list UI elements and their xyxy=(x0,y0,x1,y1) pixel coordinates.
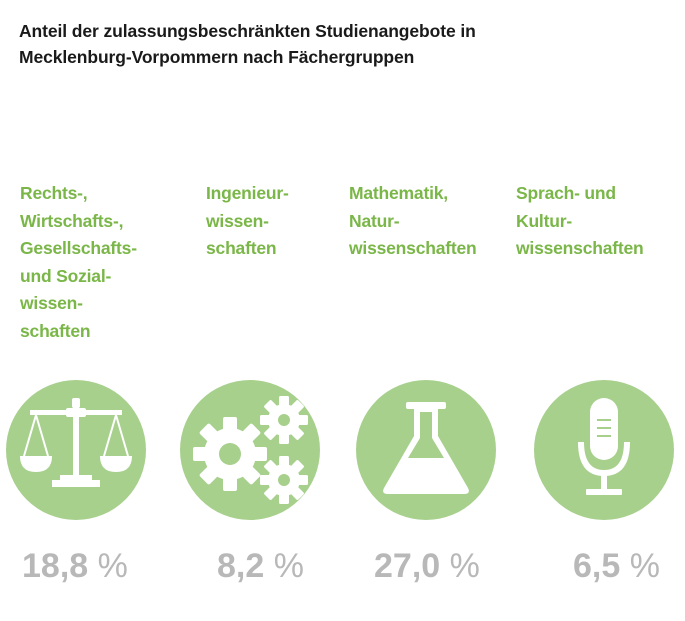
value-label: 8,2 % xyxy=(217,546,304,586)
value-label: 6,5 % xyxy=(573,546,660,586)
flask-icon xyxy=(383,402,469,494)
category-label-line: wissenschaften xyxy=(349,238,477,258)
value-label: 27,0 % xyxy=(374,546,480,586)
value-label: 18,8 % xyxy=(22,546,128,586)
category-label-line: schaften xyxy=(206,238,277,258)
category-label: Rechts-, Wirtschafts-, Gesellschafts- un… xyxy=(20,180,137,345)
icon-circle xyxy=(6,380,146,520)
chart-title: Anteil der zulassungsbeschränkten Studie… xyxy=(19,18,659,70)
value-unit: % xyxy=(97,547,128,585)
chart-title-line-2: Mecklenburg-Vorpommern nach Fächergruppe… xyxy=(19,47,415,67)
value-number: 27,0 xyxy=(374,547,441,585)
category-label-line: Gesellschafts- xyxy=(20,238,137,258)
category-label-line: Sprach- und xyxy=(516,183,616,203)
value-number: 8,2 xyxy=(217,547,265,585)
icon-circle xyxy=(534,380,674,520)
gears-icon xyxy=(193,396,308,504)
value-number: 18,8 xyxy=(22,547,89,585)
chart-title-line-1: Anteil der zulassungsbeschränkten Studie… xyxy=(19,21,476,41)
category-label: Ingenieur- wissen- schaften xyxy=(206,180,289,263)
icon-circle xyxy=(356,380,496,520)
category-label-line: schaften xyxy=(20,320,91,341)
category-label-line: Kultur- xyxy=(516,210,572,231)
category-label: Mathematik, Natur- wissenschaften xyxy=(349,180,477,263)
value-unit: % xyxy=(629,547,660,585)
category-label-line: wissen- xyxy=(20,293,83,313)
value-unit: % xyxy=(449,547,480,585)
category-label: Sprach- und Kultur- wissenschaften xyxy=(516,180,644,263)
category-label-line: Ingenieur- xyxy=(206,183,289,203)
category-label-line: und Sozial- xyxy=(20,265,112,286)
category-label-line: Mathematik, xyxy=(349,183,448,203)
category-label-line: wissen- xyxy=(206,210,269,231)
value-unit: % xyxy=(273,547,304,585)
microphone-icon xyxy=(578,398,630,495)
value-number: 6,5 xyxy=(573,547,621,585)
category-label-line: Natur- xyxy=(349,210,400,231)
category-label-line: Wirtschafts-, xyxy=(20,210,124,231)
icon-circle xyxy=(180,380,320,520)
scales-icon xyxy=(20,398,132,487)
category-label-line: Rechts-, xyxy=(20,183,88,203)
category-label-line: wissenschaften xyxy=(516,238,644,258)
